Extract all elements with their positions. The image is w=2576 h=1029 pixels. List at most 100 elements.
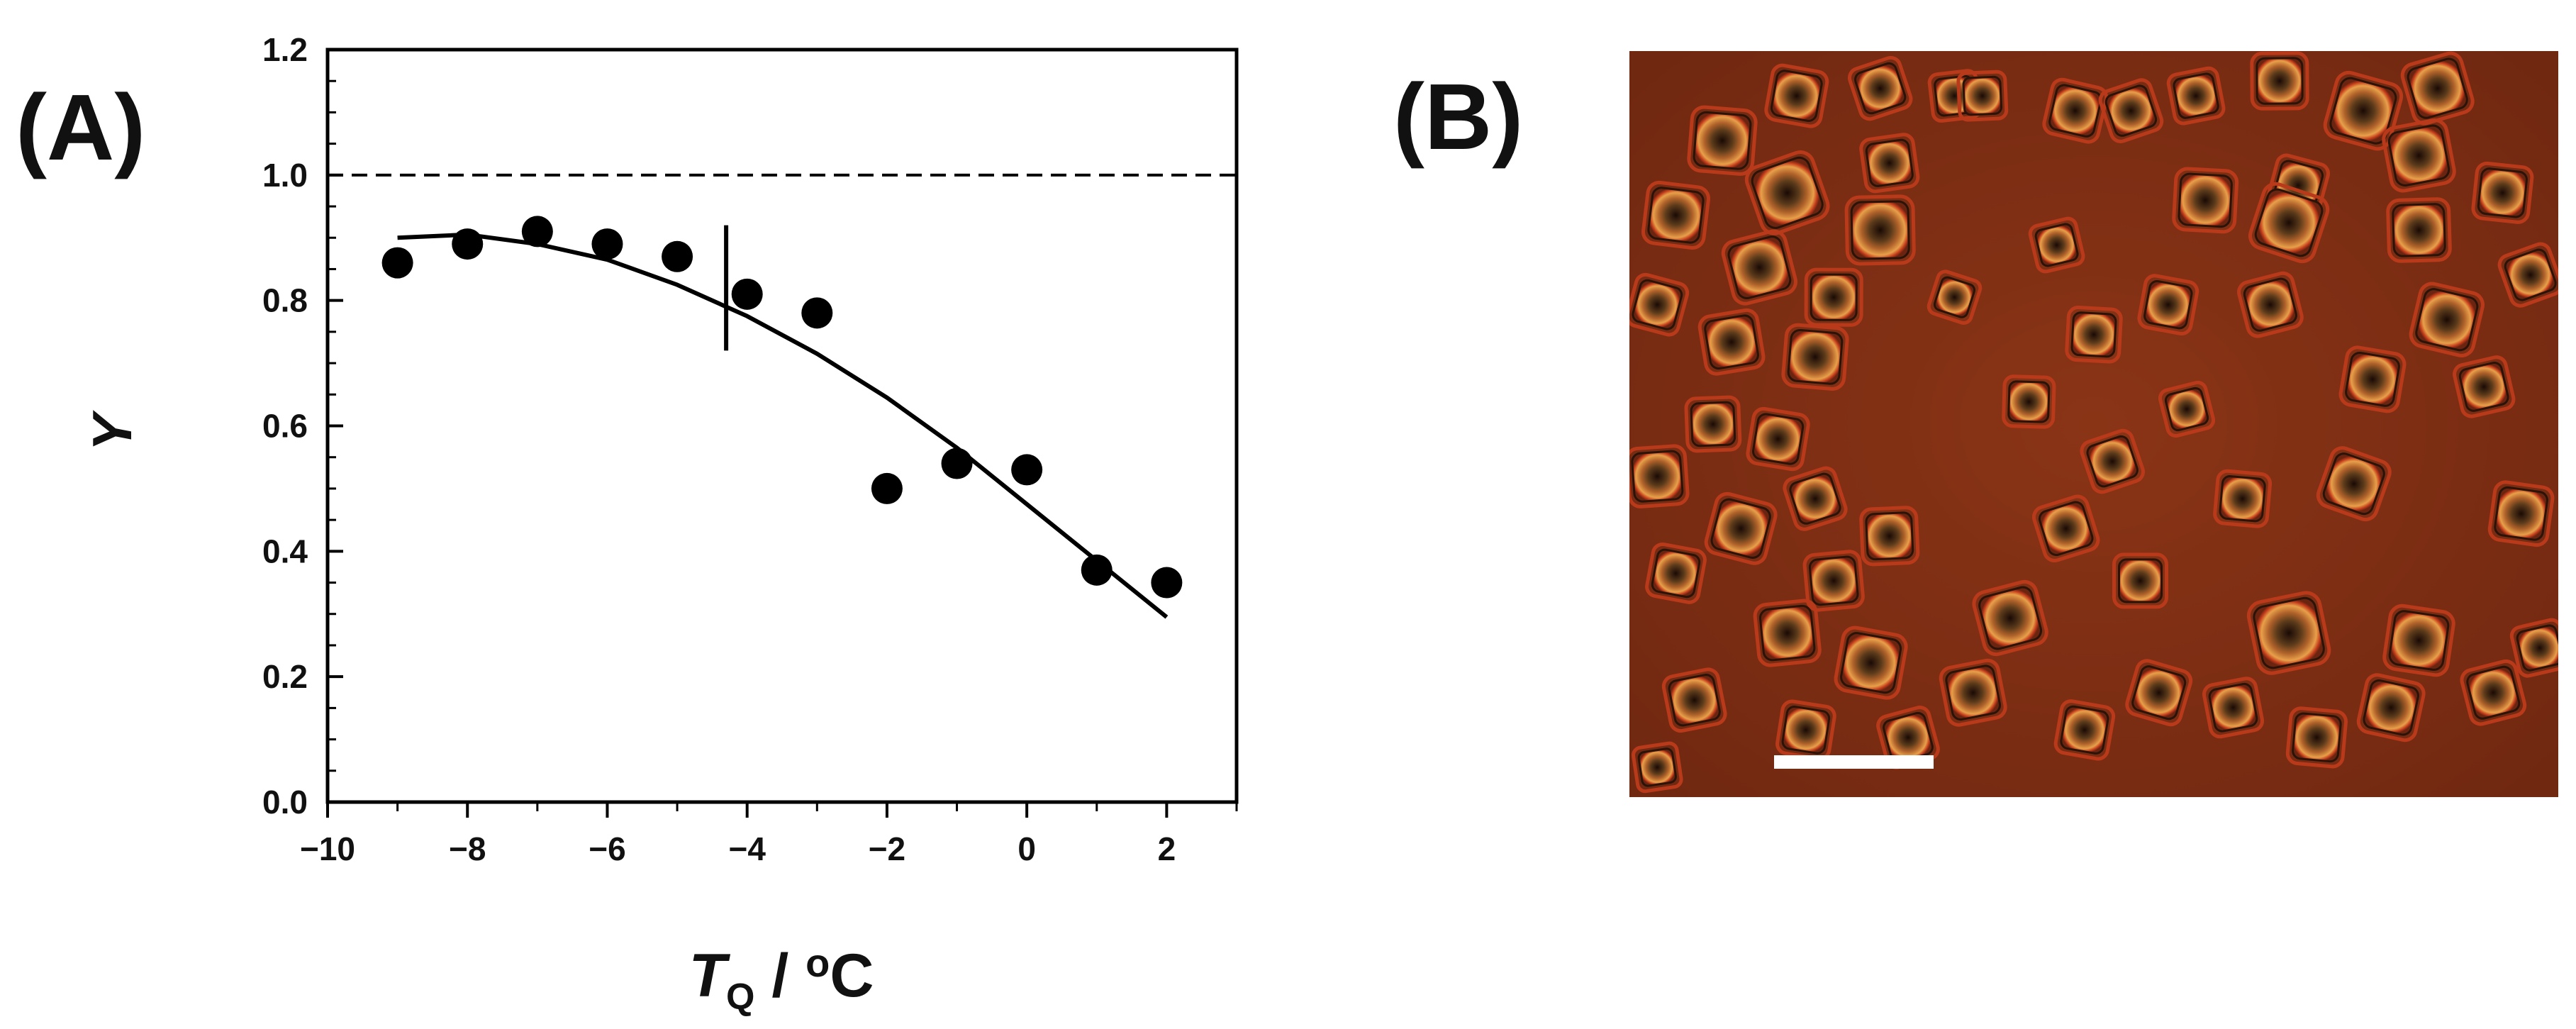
crystal (2086, 435, 2139, 488)
crystal-halo (2382, 118, 2456, 193)
crystal (1787, 328, 1844, 385)
x-axis-subscript: Q (726, 977, 754, 1018)
crystal-halo (1939, 658, 2007, 727)
panel-b-label: (B) (1393, 65, 1523, 169)
crystal-halo (2409, 282, 2485, 357)
crystal (1758, 604, 1816, 662)
crystal-halo (2053, 699, 2116, 761)
crystal (2322, 452, 2385, 516)
crystal (1810, 273, 1858, 321)
data-point (1151, 567, 1183, 599)
data-point (591, 228, 623, 260)
x-tick-label: −2 (869, 830, 905, 867)
data-point (801, 297, 833, 329)
crystal (2407, 57, 2468, 119)
x-tick-label: 2 (1158, 830, 1176, 867)
crystal-halo (1802, 550, 1865, 612)
crystal (1752, 413, 1805, 465)
crystal (1631, 450, 1684, 503)
crystal (1808, 555, 1859, 606)
panel-a-label: (A) (16, 75, 145, 179)
data-points (381, 216, 1183, 599)
scatter-chart: −10 −8 −6 −4 −2 0 2 0.0 0.2 0.4 0.6 0.8 1.0 1.2 Y TQ… (81, 31, 1239, 1018)
crystal-halo (1629, 444, 1690, 508)
crystal (2131, 665, 2187, 721)
crystal-halo (2323, 70, 2404, 151)
x-tick-label: −10 (300, 830, 355, 867)
crystal-halo (2460, 659, 2527, 726)
crystal-halo (1927, 269, 1983, 325)
crystal (1668, 674, 1721, 727)
crystal (1789, 472, 1841, 525)
crystal-halo (2471, 161, 2534, 224)
crystal-halo (2166, 66, 2226, 126)
data-point (452, 228, 484, 260)
y-tick-label: 1.2 (262, 31, 308, 68)
crystal (2458, 362, 2509, 412)
crystal (2477, 167, 2528, 218)
crystal (2254, 188, 2324, 257)
crystal-halo (1744, 150, 1830, 235)
crystal-halo (1641, 180, 1711, 250)
crystal (2070, 311, 2117, 358)
crystal-halo (1661, 667, 1727, 733)
crystal-halo (1746, 406, 1810, 472)
crystal-halo (2285, 706, 2348, 769)
y-tick-label: 0.0 (262, 784, 308, 821)
x-axis-unit-superscript: o (805, 940, 830, 985)
crystal (2164, 386, 2209, 432)
crystal-halo (2237, 271, 2304, 338)
crystal-halo (2509, 618, 2558, 678)
crystal (1962, 75, 2003, 116)
crystal (1710, 498, 1771, 559)
fit-curve-path (397, 232, 1169, 619)
crystal (2178, 172, 2233, 228)
crystal-halo (2080, 428, 2145, 494)
data-point (871, 472, 903, 504)
crystal-halo (2202, 677, 2265, 739)
crystal-halo (1783, 466, 1848, 531)
crystal-halo (1632, 741, 1683, 794)
crystal (2415, 288, 2479, 352)
crystal-halo (2158, 380, 2216, 438)
crystal (2219, 475, 2266, 523)
crystal (2345, 351, 2400, 407)
crystal (1704, 314, 1759, 370)
crystal-halo (2382, 604, 2455, 677)
crystal (2363, 679, 2419, 736)
crystal-halo (2316, 446, 2392, 522)
crystal (1978, 586, 2043, 650)
data-point (662, 240, 693, 272)
crystal-halo (1753, 599, 1822, 667)
crystal (2104, 84, 2158, 137)
crystal (2329, 77, 2397, 145)
crystal (2173, 72, 2219, 119)
crystal-halo (1834, 625, 1908, 700)
crystal-halo (1629, 272, 1690, 337)
micrograph (1629, 51, 2558, 797)
y-axis: 0.0 0.2 0.4 0.6 0.8 1.0 1.2 (262, 31, 343, 821)
crystal (2243, 277, 2297, 332)
crystal-halo (1847, 55, 1913, 121)
crystal-halo (1697, 308, 1766, 376)
crystal-halo (2213, 469, 2273, 528)
x-tick-label: −6 (589, 830, 625, 867)
crystal (1865, 511, 1914, 561)
crystal-halo (2031, 494, 2100, 563)
crystal (1840, 632, 1902, 694)
crystal (2208, 682, 2258, 733)
y-tick-label: 0.2 (262, 658, 308, 695)
crystal-halo (2002, 374, 2056, 429)
crystal-halo (2487, 480, 2555, 547)
y-tick-label: 1.0 (262, 157, 308, 194)
crystal (2143, 279, 2193, 330)
crystal (1690, 401, 1736, 447)
x-axis-title: TQ / oC (688, 940, 874, 1018)
crystal (1693, 111, 1752, 170)
crystal-halo (1764, 63, 1829, 128)
x-tick-label: −8 (449, 830, 486, 867)
crystal (1854, 62, 1907, 115)
crystal-halo (1721, 229, 1797, 306)
crystal (2504, 248, 2557, 301)
crystal (1651, 548, 1701, 599)
